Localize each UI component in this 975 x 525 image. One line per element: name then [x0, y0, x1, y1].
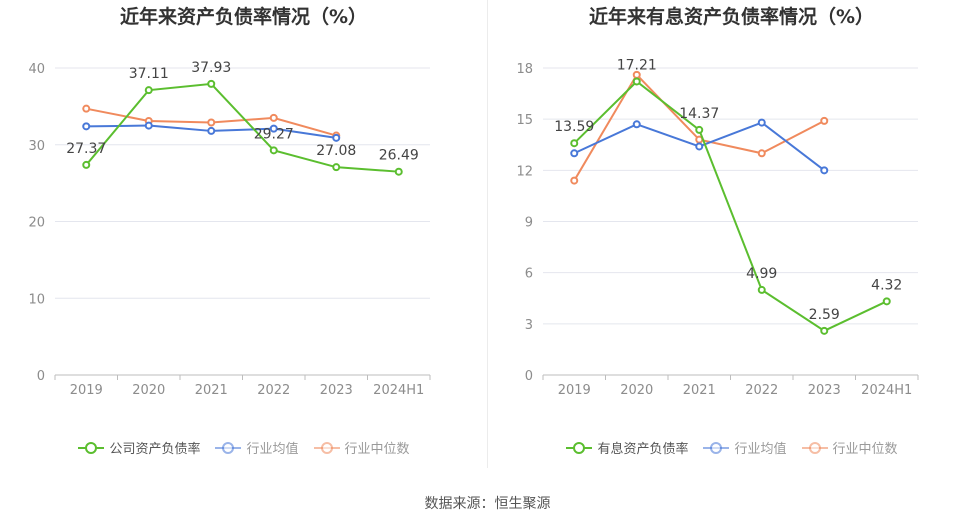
x-tick-label: 2024H1 [373, 383, 424, 398]
legend-label: 公司资产负债率 [109, 442, 201, 457]
x-tick-label: 2022 [257, 383, 290, 398]
legend-label: 行业中位数 [344, 442, 410, 457]
data-label: 26.49 [379, 148, 419, 164]
y-tick-label: 40 [28, 62, 45, 77]
series-line [573, 80, 888, 332]
data-label: 4.32 [871, 277, 902, 293]
data-point [882, 297, 891, 306]
y-tick-label: 0 [525, 369, 533, 384]
chart-panel-debt-ratio: 近年来资产负债率情况（%） 0 10 20 30 40 2019 2020 2021 2022 2… [0, 0, 487, 470]
y-tick-label: 0 [37, 369, 45, 384]
series-company: 13.59 17.21 14.37 4.99 2.59 4.32 [554, 57, 902, 335]
data-point [695, 142, 704, 151]
data-label: 27.08 [316, 143, 356, 159]
data-point [632, 120, 641, 129]
legend-item-avg[interactable]: 行业均值 [702, 438, 787, 457]
data-point [695, 125, 704, 134]
data-point [144, 86, 153, 95]
legend-line-circle-icon [801, 441, 828, 454]
legend-label: 行业均值 [246, 442, 299, 457]
legend-label: 行业均值 [734, 442, 787, 457]
legend-item-company[interactable]: 公司资产负债率 [77, 438, 200, 457]
data-label: 2.59 [809, 307, 840, 323]
data-label: 14.37 [679, 106, 719, 122]
legend-line-circle-icon [566, 441, 593, 454]
data-point [570, 139, 579, 148]
data-point [82, 122, 91, 131]
legend-line-circle-icon [78, 441, 105, 454]
series-line [85, 82, 399, 173]
x-tick-label: 2022 [745, 383, 778, 398]
data-point [632, 77, 641, 86]
y-tick-label: 10 [28, 292, 45, 307]
data-point [207, 126, 216, 135]
data-point [570, 176, 579, 185]
data-label: 37.11 [129, 66, 169, 82]
data-point [82, 104, 91, 113]
y-tick-label: 20 [28, 216, 45, 231]
chart-title: 近年来资产负债率情况（%） [119, 6, 368, 28]
x-tick-label: 2023 [808, 383, 841, 398]
legend-line-circle-icon [215, 441, 242, 454]
data-point [144, 121, 153, 130]
chart-legend: 有息资产负债率 行业均值 行业中位数 [488, 438, 975, 457]
data-point [269, 113, 278, 122]
data-point [820, 116, 829, 125]
panel-divider [487, 0, 488, 468]
data-label: 4.99 [746, 266, 777, 282]
y-tick-label: 9 [525, 216, 533, 231]
y-tick-label: 15 [516, 113, 533, 128]
chart-legend: 公司资产负债率 行业均值 行业中位数 [0, 438, 487, 457]
chart-panel-interest-debt-ratio: 近年来有息资产负债率情况（%） 0 3 6 9 12 15 18 2019 2020 2021 20… [488, 0, 975, 470]
series-avg [570, 118, 829, 175]
data-point [757, 149, 766, 158]
data-label: 27.37 [66, 141, 106, 157]
x-tick-label: 2023 [320, 383, 353, 398]
x-tick-label: 2020 [132, 383, 165, 398]
data-point [207, 118, 216, 127]
data-point [82, 160, 91, 169]
line-chart: 0 10 20 30 40 2019 2020 2021 2022 2023 2024H1 27.37… [28, 60, 431, 398]
data-point [207, 79, 216, 88]
y-tick-label: 18 [516, 62, 533, 77]
data-point [820, 326, 829, 335]
x-tick-label: 2021 [195, 383, 228, 398]
data-point [269, 124, 278, 133]
legend-item-median[interactable]: 行业中位数 [313, 438, 410, 457]
x-tick-label: 2021 [683, 383, 716, 398]
data-point [757, 285, 766, 294]
y-tick-label: 30 [28, 139, 45, 154]
data-point [757, 118, 766, 127]
legend-label: 有息资产负债率 [597, 442, 689, 457]
data-point [394, 167, 403, 176]
line-chart: 0 3 6 9 12 15 18 2019 2020 2021 2022 2023 2024H1 13.5… [516, 57, 919, 398]
data-label: 13.59 [554, 119, 594, 135]
legend-line-circle-icon [313, 441, 340, 454]
y-tick-label: 12 [516, 164, 533, 179]
data-source-note: 数据来源：恒生聚源 [424, 496, 551, 512]
y-tick-label: 3 [525, 318, 533, 333]
legend-item-avg[interactable]: 行业均值 [214, 438, 299, 457]
data-point [332, 163, 341, 172]
series-avg [82, 121, 341, 142]
series-company: 27.37 37.11 37.93 29.27 27.08 26.49 [66, 60, 419, 176]
x-tick-label: 2019 [558, 383, 591, 398]
x-tick-label: 2019 [70, 383, 103, 398]
data-label: 17.21 [617, 57, 657, 73]
data-label: 29.27 [254, 126, 294, 142]
legend-item-median[interactable]: 行业中位数 [801, 438, 898, 457]
data-label: 37.93 [191, 60, 231, 76]
data-point [269, 146, 278, 155]
legend-item-company[interactable]: 有息资产负债率 [565, 438, 688, 457]
data-point [332, 133, 341, 142]
data-point [820, 166, 829, 175]
legend-line-circle-icon [703, 441, 730, 454]
data-point [570, 149, 579, 158]
x-tick-label: 2020 [620, 383, 653, 398]
chart-title: 近年来有息资产负债率情况（%） [588, 6, 875, 28]
x-tick-label: 2024H1 [861, 383, 912, 398]
y-tick-label: 6 [525, 267, 533, 282]
legend-label: 行业中位数 [832, 442, 898, 457]
